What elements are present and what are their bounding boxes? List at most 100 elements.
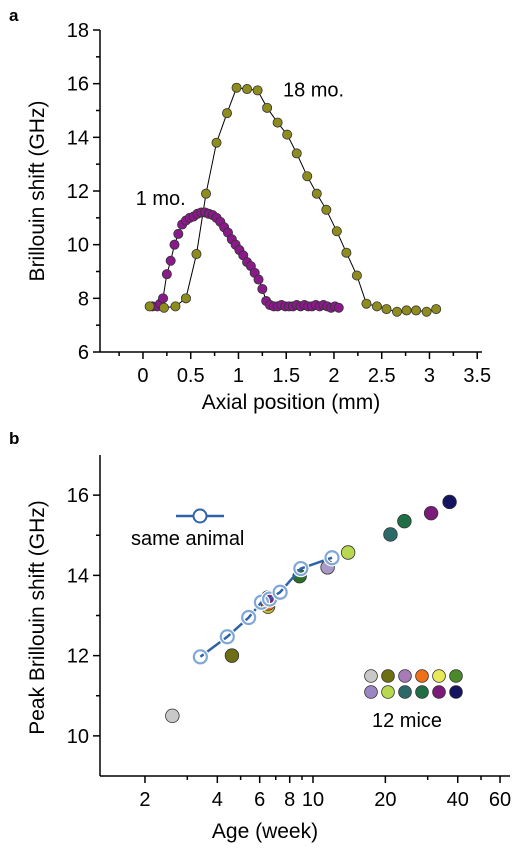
panel-a-x-tick-label: 1.5: [272, 365, 300, 387]
panel-a-series-1-point: [158, 293, 169, 304]
panel-a-series-2-point: [282, 129, 293, 140]
panel-b-axes: 10 12 14 16 2 4 6 8 10 20 40 60: [67, 455, 511, 811]
panel-a-series-1-point: [257, 283, 268, 294]
panel-a-series-1-point: [161, 269, 172, 280]
panel-a-series-2-point: [392, 306, 403, 317]
panel-a-series-2-point: [351, 270, 362, 281]
mouse-data-point: [397, 514, 412, 529]
panel-b-x-tick-label: 4: [212, 789, 223, 811]
panel-a-series-2-point: [191, 249, 202, 260]
panel-b-y-tick-label: 12: [67, 646, 89, 668]
panel-a-series-2-point: [262, 102, 273, 113]
panel-b-x-tick-label: 8: [284, 789, 295, 811]
panel-b-marks: [165, 494, 457, 724]
mice-legend-swatch: [449, 685, 463, 699]
mice-legend-swatch: [398, 669, 412, 683]
panel-a-series-2-point: [401, 305, 412, 316]
mice-legend-swatch: [364, 669, 378, 683]
annotation-18-mo: 18 mo.: [283, 79, 344, 101]
panel-b-x-tick-label: 10: [302, 789, 324, 811]
panel-a-series-1-point: [173, 228, 184, 239]
panel-a-series-2-point: [158, 302, 169, 313]
panel-b-y-tick-label: 16: [67, 485, 89, 507]
panel-a-series-2-point: [431, 304, 442, 315]
mouse-data-point: [165, 708, 180, 724]
panel-b-letter: b: [9, 429, 19, 448]
panel-b-y-axis-title: Peak Brillouin shift (GHz): [26, 500, 49, 735]
mouse-data-point: [442, 494, 457, 510]
chart-panel-a: 6 8 10 12 14 16 18 0 0.5 1 1.5 2 2.5 3 3.5 Axial posit…: [26, 20, 491, 414]
mouse-data-point: [224, 648, 240, 663]
mice-legend-swatch: [415, 685, 429, 699]
panel-a-series-2-point: [321, 204, 332, 215]
panel-b-x-tick-label: 40: [447, 789, 469, 811]
same-animal-point: [272, 584, 288, 600]
legend-12-mice-swatches: [364, 669, 463, 699]
legend-12-mice-label: 12 mice: [372, 710, 442, 732]
panel-a-series-2-point: [291, 148, 302, 159]
panel-a-x-tick-label: 0.5: [177, 365, 205, 387]
panel-a-series-2-point: [170, 301, 181, 312]
panel-a-series-2-point: [222, 108, 233, 119]
mice-legend-swatch: [364, 685, 378, 699]
panel-a-series-2-point: [144, 301, 155, 312]
panel-a-x-axis-title: Axial position (mm): [202, 391, 381, 414]
panel-a-series-2-point: [341, 247, 352, 258]
same-animal-point: [241, 609, 257, 626]
panel-b-x-tick-label: 6: [254, 789, 265, 811]
panel-b-y-tick-label: 10: [67, 726, 89, 748]
legend-same-animal-label: same animal: [131, 528, 244, 550]
panel-a-x-tick-label: 3: [424, 365, 435, 387]
panel-b-y-tick-label: 14: [67, 565, 89, 587]
mice-legend-swatch: [381, 685, 395, 699]
panel-a-series-2-point: [211, 137, 222, 148]
panel-a-marks: [144, 82, 442, 317]
same-animal-point: [219, 629, 235, 645]
panel-a-y-tick-label: 10: [67, 235, 89, 257]
panel-a-series-2-point: [242, 84, 253, 95]
panel-a-x-tick-label: 1: [233, 365, 244, 387]
mouse-data-point: [423, 505, 439, 521]
panel-b-x-tick-label: 20: [374, 789, 396, 811]
panel-a-series-1-point: [169, 239, 180, 250]
same-animal-point: [192, 649, 208, 665]
panel-a-y-tick-label: 8: [78, 288, 89, 310]
mouse-data-point: [383, 527, 398, 542]
panel-a-series-2-point: [381, 304, 392, 315]
panel-a-series-2-line: [149, 87, 437, 313]
panel-b-x-tick-label: 2: [139, 789, 150, 811]
panel-a-y-tick-label: 14: [67, 127, 89, 149]
mice-legend-swatch: [415, 669, 429, 683]
panel-a-series-2-point: [272, 117, 283, 128]
panel-a-axes: 6 8 10 12 14 16 18 0 0.5 1 1.5 2 2.5 3 3.5: [67, 20, 491, 387]
panel-a-y-tick-label: 16: [67, 74, 89, 96]
panel-b-x-tick-label: 60: [489, 789, 511, 811]
panel-a-letter: a: [9, 6, 19, 25]
panel-a-y-tick-label: 12: [67, 181, 89, 203]
panel-a-series-2-point: [231, 82, 242, 93]
mice-legend-swatch: [381, 669, 395, 683]
panel-a-series-2-point: [421, 306, 432, 317]
panel-a-series-2-point: [331, 226, 342, 237]
mice-legend-swatch: [449, 669, 463, 683]
mouse-data-point: [340, 545, 356, 560]
same-animal-point: [324, 550, 340, 566]
panel-a-x-tick-label: 3.5: [463, 365, 491, 387]
panel-a-series-2-point: [411, 305, 422, 316]
mice-legend-swatch: [432, 669, 446, 683]
panel-a-series-1-point: [165, 255, 176, 266]
panel-a-y-tick-label: 18: [67, 20, 89, 42]
mice-legend-swatch: [432, 685, 446, 699]
panel-b-legend: same animal 12 mice: [131, 508, 463, 732]
panel-a-series-2-point: [180, 293, 191, 304]
panel-a-y-tick-label: 6: [78, 342, 89, 364]
panel-a-x-tick-label: 2: [328, 365, 339, 387]
same-animal-point: [253, 594, 269, 610]
panel-a-y-axis-title: Brillouin shift (GHz): [26, 101, 49, 282]
panel-a-series-1-point: [333, 302, 344, 313]
chart-panel-b: 10 12 14 16 2 4 6 8 10 20 40 60 Age (week) Peak Bri…: [26, 455, 511, 843]
panel-a-x-tick-label: 0: [137, 365, 148, 387]
panel-a-series-2-point: [311, 188, 322, 199]
panel-b-x-axis-title: Age (week): [212, 820, 318, 843]
